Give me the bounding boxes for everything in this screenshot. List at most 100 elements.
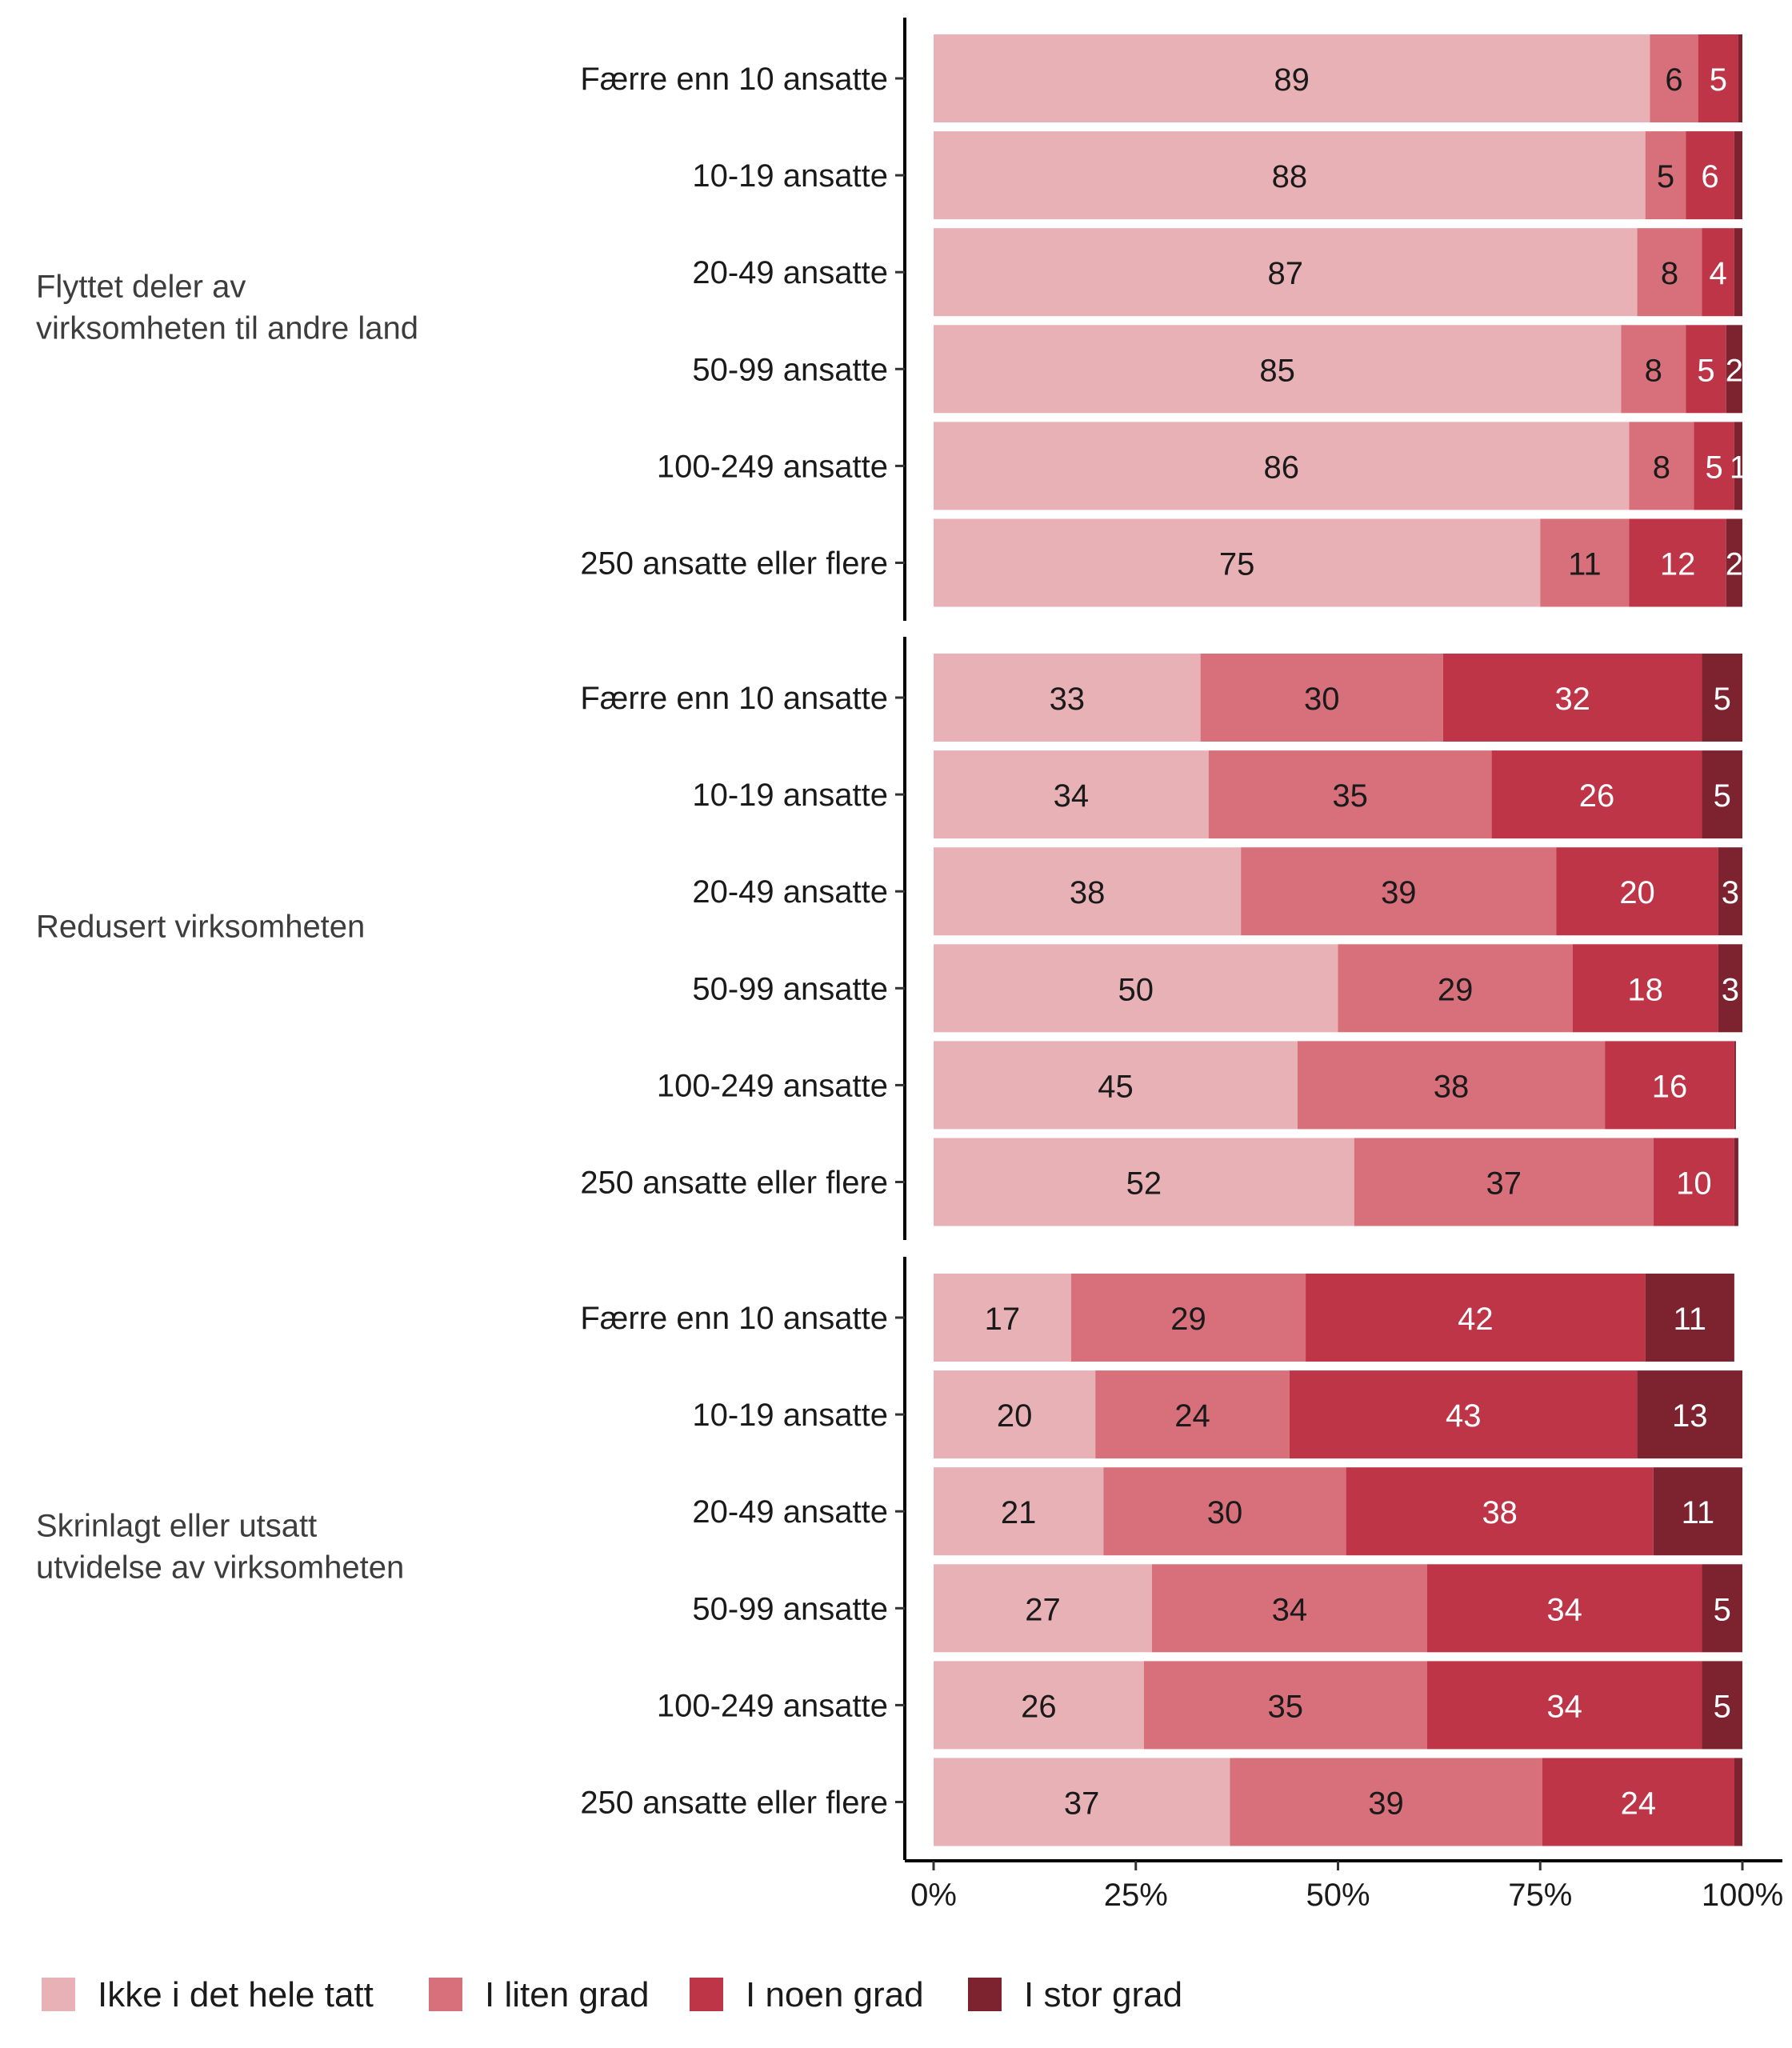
bar-segment [1645,131,1686,220]
data-label: 18 [1627,972,1663,1007]
data-label: 75 [1219,547,1255,582]
bar-segment [934,750,1209,839]
bar-segment [1686,325,1726,414]
category-label: 20-49 ansatte [692,874,888,910]
legend-label: I stor grad [1024,1975,1182,2014]
x-tick-label: 75% [1508,1878,1572,1913]
data-label: 3 [1722,875,1739,910]
bar-segment [1241,847,1557,936]
data-label: 11 [1568,547,1602,582]
data-label: 87 [1268,256,1304,291]
category-label: 250 ansatte eller flere [580,1786,888,1821]
legend: Ikke i det hele tatt I liten grad I noen g… [42,1975,1182,2014]
bar-segment [1442,654,1702,742]
legend-swatch [690,1978,723,2011]
bar-segment [1702,228,1734,317]
data-label: 2 [1726,547,1743,582]
category-label: 20-49 ansatte [692,255,888,290]
data-label: 12 [1660,547,1696,582]
bar-segment [1734,422,1742,510]
legend-label: Ikke i det hele tatt [98,1975,374,2014]
bar-segment [1629,518,1726,607]
data-label: 20 [997,1398,1033,1434]
category-label: 250 ansatte eller flere [580,546,888,582]
data-label: 8 [1645,353,1662,388]
data-label: 30 [1207,1495,1243,1530]
category-label: 50-99 ansatte [692,352,888,387]
category-label: 50-99 ansatte [692,1591,888,1626]
bar-segment [1289,1370,1638,1459]
data-label: 8 [1653,450,1670,485]
bar-segment [1426,1661,1702,1750]
data-label: 85 [1259,353,1295,388]
data-label: 38 [1070,875,1106,910]
data-label: 37 [1064,1786,1100,1822]
bar-segment [1645,1274,1734,1362]
bar-segment [1650,34,1698,122]
data-label: 50 [1118,972,1154,1007]
group-label: Redusert virksomheten [36,909,365,944]
bar-segment [1491,750,1702,839]
data-label: 5 [1714,1689,1731,1724]
legend-swatch [429,1978,462,2011]
data-label: 6 [1665,62,1682,98]
bar-segment [1605,1041,1734,1130]
data-label: 4 [1710,256,1727,291]
bar-segment [934,325,1622,414]
data-label: 6 [1701,159,1718,194]
bar-segment [1208,750,1492,839]
bar-segment [1354,1138,1654,1226]
bar-segment [934,1370,1096,1459]
bar-segment [1694,422,1734,510]
data-label: 3 [1722,972,1739,1007]
axes: Flyttet deler av virksomheten til andre l… [36,18,1783,1913]
bar-segment [1734,1041,1736,1130]
bar-segment [1738,34,1742,122]
bar-segment [934,131,1646,220]
x-tick-label: 100% [1702,1878,1783,1913]
data-label: 52 [1126,1166,1162,1202]
data-label: 1 [1730,450,1747,485]
category-label: 100-249 ansatte [657,1068,888,1103]
bar-segment [1702,1564,1742,1653]
data-label: 37 [1486,1166,1522,1202]
category-label: 10-19 ansatte [692,778,888,813]
bar-segment [1338,944,1573,1033]
legend-swatch [968,1978,1002,2011]
data-label: 13 [1672,1398,1708,1434]
bar-segment [934,228,1638,317]
legend-label: I liten grad [485,1975,649,2014]
data-label: 26 [1021,1689,1057,1724]
bar-segment [934,1041,1298,1130]
data-label: 38 [1434,1069,1470,1104]
category-label: 100-249 ansatte [657,1688,888,1723]
x-tick-label: 25% [1104,1878,1168,1913]
data-label: 33 [1050,682,1086,717]
bar-segment [1629,422,1694,510]
group-label: Flyttet deler av virksomheten til andre l… [36,269,418,346]
data-label: 32 [1554,682,1590,717]
bar-segment [1734,131,1742,220]
bar-segment [1200,654,1443,742]
bar-segment [1556,847,1718,936]
category-label: 20-49 ansatte [692,1494,888,1530]
data-label: 89 [1274,62,1310,98]
data-label: 5 [1714,682,1731,717]
bar-segment [1426,1564,1702,1653]
bar-segment [934,847,1242,936]
bar-segment [1734,228,1742,317]
data-label: 27 [1025,1592,1061,1627]
data-label: 34 [1546,1592,1582,1627]
bar-segment [1143,1661,1427,1750]
bar-segment [1070,1274,1306,1362]
data-label: 34 [1546,1689,1582,1724]
bar-segment [1702,750,1742,839]
bar-segment [1718,944,1742,1033]
data-label: 5 [1710,62,1727,98]
data-label: 34 [1272,1592,1308,1627]
bar-segment [934,1467,1104,1556]
category-label: Færre enn 10 ansatte [580,681,888,716]
data-label: 29 [1170,1302,1206,1337]
bar-segment [934,1138,1354,1226]
